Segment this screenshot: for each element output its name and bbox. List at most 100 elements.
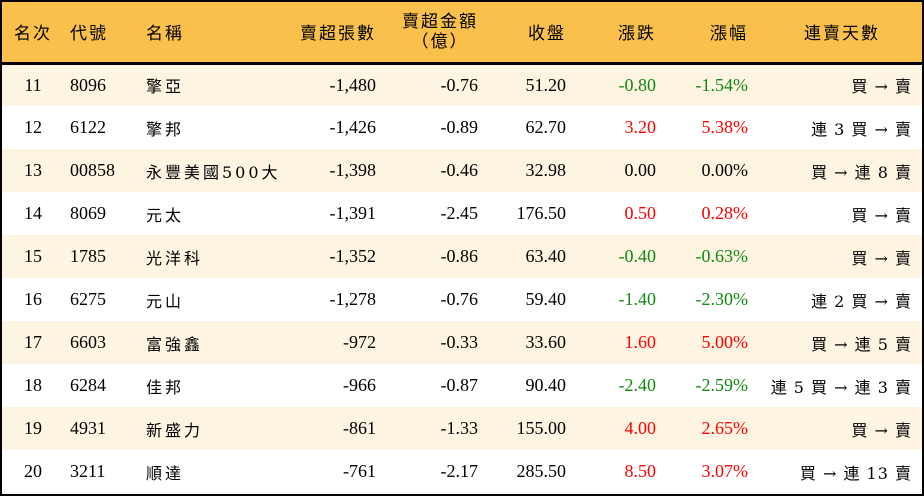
table-row: 19 4931 新盛力 -861 -1.33 155.00 4.00 2.65%… xyxy=(2,407,922,450)
cell-streak: 買 → 連 5 賣 xyxy=(811,334,912,354)
cell-sell-amount: -0.89 xyxy=(440,117,479,137)
cell-sell-amount: -2.17 xyxy=(440,461,479,481)
cell-close: 90.40 xyxy=(525,375,567,395)
cell-code: 8069 xyxy=(70,203,106,223)
cell-sell-lots: -1,426 xyxy=(329,117,377,137)
cell-change: 1.60 xyxy=(624,332,657,352)
cell-change: 4.00 xyxy=(624,418,657,438)
cell-code: 6603 xyxy=(70,332,106,352)
cell-change-pct: -0.63% xyxy=(695,246,749,266)
table-row: 14 8069 元太 -1,391 -2.45 176.50 0.50 0.28… xyxy=(2,192,922,235)
cell-streak: 買 → 賣 xyxy=(851,420,912,440)
table-row: 12 6122 擎邦 -1,426 -0.89 62.70 3.20 5.38%… xyxy=(2,106,922,149)
cell-change: -0.40 xyxy=(618,246,657,266)
cell-streak: 買 → 賣 xyxy=(851,248,912,268)
cell-change: 3.20 xyxy=(624,117,657,137)
cell-change: 8.50 xyxy=(624,461,657,481)
cell-change-pct: 3.07% xyxy=(701,461,749,481)
cell-name: 佳邦 xyxy=(146,377,185,397)
cell-sell-amount: -1.33 xyxy=(440,418,479,438)
header-change: 漲跌 xyxy=(618,24,656,45)
cell-code: 4931 xyxy=(70,418,106,438)
cell-code: 3211 xyxy=(70,461,106,481)
cell-rank: 15 xyxy=(24,246,42,266)
table-row: 16 6275 元山 -1,278 -0.76 59.40 -1.40 -2.3… xyxy=(2,278,922,321)
cell-close: 176.50 xyxy=(516,203,567,223)
header-rank: 名次 xyxy=(14,24,52,45)
header-name: 名稱 xyxy=(146,24,184,45)
cell-sell-amount: -0.76 xyxy=(440,74,479,95)
cell-close: 285.50 xyxy=(516,461,567,481)
cell-name: 富強鑫 xyxy=(146,334,204,354)
table-row: 20 3211 順達 -761 -2.17 285.50 8.50 3.07% … xyxy=(2,450,922,493)
cell-change-pct: 5.38% xyxy=(701,117,749,137)
cell-code: 6122 xyxy=(70,117,106,137)
cell-change-pct: 0.00% xyxy=(701,160,749,180)
cell-sell-amount: -0.87 xyxy=(440,375,479,395)
cell-name: 元山 xyxy=(146,291,185,311)
cell-change: -1.40 xyxy=(618,289,657,309)
cell-name: 擎亞 xyxy=(146,77,185,97)
cell-rank: 12 xyxy=(24,117,42,137)
table-header: 名次 代號 名稱 賣超張數 賣超金額 （億） 收盤 漲跌 漲幅 連賣天數 xyxy=(2,2,922,63)
cell-change-pct: 2.65% xyxy=(701,418,749,438)
cell-name: 永豐美國500大 xyxy=(146,162,281,182)
cell-rank: 20 xyxy=(24,461,42,481)
cell-close: 63.40 xyxy=(525,246,567,266)
cell-sell-amount: -0.76 xyxy=(440,289,479,309)
header-sell-amount: 賣超金額 （億） xyxy=(376,2,478,63)
cell-change: -0.80 xyxy=(618,74,657,95)
cell-rank: 19 xyxy=(24,418,42,438)
cell-rank: 14 xyxy=(24,203,42,223)
cell-name: 光洋科 xyxy=(146,248,204,268)
table-row: 15 1785 光洋科 -1,352 -0.86 63.40 -0.40 -0.… xyxy=(2,235,922,278)
cell-sell-amount: -0.33 xyxy=(440,332,479,352)
table-row: 17 6603 富強鑫 -972 -0.33 33.60 1.60 5.00% … xyxy=(2,321,922,364)
cell-change-pct: -1.54% xyxy=(695,74,749,95)
cell-close: 62.70 xyxy=(525,117,567,137)
cell-sell-lots: -1,278 xyxy=(329,289,377,309)
cell-rank: 11 xyxy=(24,74,42,95)
cell-name: 擎邦 xyxy=(146,119,185,139)
cell-sell-lots: -761 xyxy=(343,461,376,481)
cell-rank: 16 xyxy=(24,289,42,309)
cell-name: 新盛力 xyxy=(146,420,204,440)
cell-sell-lots: -1,391 xyxy=(329,203,377,223)
cell-streak: 買 → 賣 xyxy=(851,77,912,97)
cell-streak: 連 3 買 → 賣 xyxy=(811,119,912,139)
cell-change: -2.40 xyxy=(618,375,657,395)
cell-close: 155.00 xyxy=(516,418,567,438)
cell-sell-lots: -1,398 xyxy=(329,160,377,180)
cell-code: 1785 xyxy=(70,246,106,266)
cell-close: 59.40 xyxy=(525,289,567,309)
cell-streak: 買 → 連 8 賣 xyxy=(811,162,912,182)
header-close: 收盤 xyxy=(528,24,566,45)
cell-close: 33.60 xyxy=(525,332,567,352)
cell-change-pct: -2.30% xyxy=(695,289,749,309)
cell-rank: 17 xyxy=(24,332,42,352)
cell-sell-amount: -0.46 xyxy=(440,160,479,180)
header-code: 代號 xyxy=(70,24,108,45)
cell-sell-lots: -972 xyxy=(343,332,376,352)
cell-rank: 13 xyxy=(24,160,42,180)
cell-sell-amount: -0.86 xyxy=(440,246,479,266)
cell-streak: 連 5 買 → 連 3 賣 xyxy=(770,377,912,397)
table-row: 11 8096 擎亞 -1,480 -0.76 51.20 -0.80 -1.5… xyxy=(2,63,922,106)
cell-sell-lots: -861 xyxy=(343,418,376,438)
cell-change: 0.00 xyxy=(624,160,657,180)
cell-streak: 連 2 買 → 賣 xyxy=(811,291,912,311)
cell-sell-lots: -1,480 xyxy=(329,74,377,95)
cell-close: 51.20 xyxy=(525,74,567,95)
cell-sell-lots: -1,352 xyxy=(329,246,377,266)
cell-code: 6275 xyxy=(70,289,106,309)
table-row: 13 00858 永豐美國500大 -1,398 -0.46 32.98 0.0… xyxy=(2,149,922,192)
header-change-pct: 漲幅 xyxy=(710,24,748,45)
cell-name: 元太 xyxy=(146,205,185,225)
cell-sell-lots: -966 xyxy=(343,375,376,395)
cell-rank: 18 xyxy=(24,375,42,395)
cell-change-pct: 5.00% xyxy=(701,332,749,352)
cell-streak: 買 → 連 13 賣 xyxy=(799,463,912,483)
cell-code: 00858 xyxy=(70,160,115,180)
